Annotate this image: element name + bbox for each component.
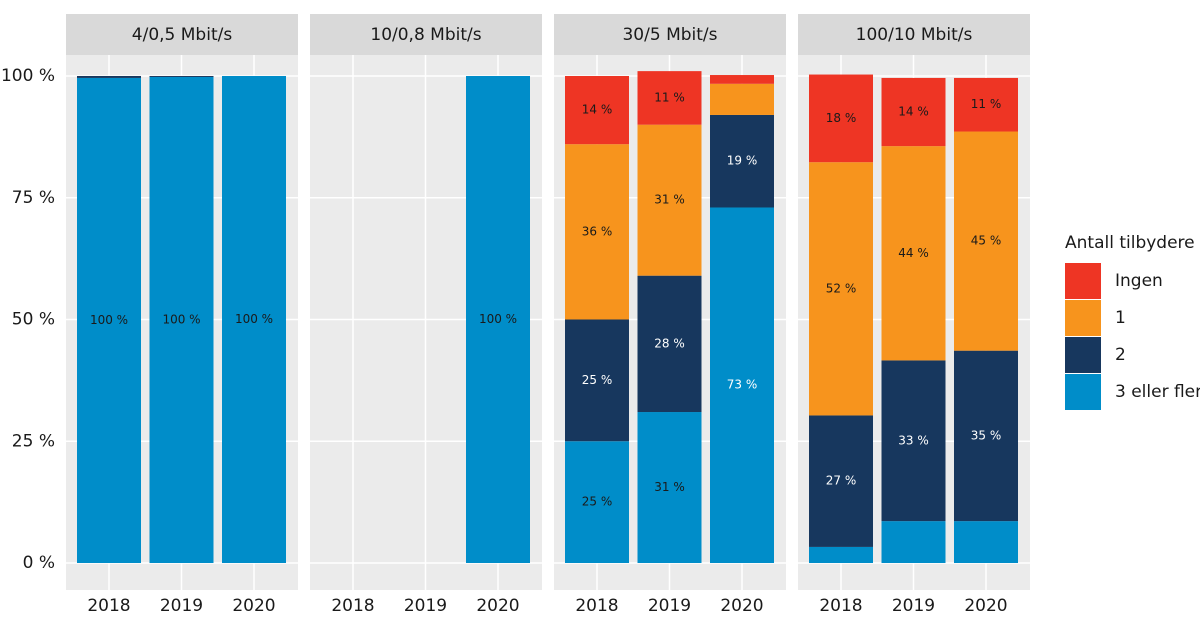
bar-segment: [954, 350, 1018, 522]
bar-segment: [809, 74, 873, 163]
x-tick-label: 2018: [575, 596, 618, 616]
bar-segment: [881, 521, 946, 563]
bar-segment: [809, 546, 873, 563]
bar-segment: [710, 114, 774, 208]
value-label: 100 %: [90, 313, 128, 327]
bar-segment: [881, 360, 946, 522]
value-label: 18 %: [826, 111, 857, 125]
value-label: 31 %: [654, 193, 685, 207]
bar-segment: [565, 144, 629, 320]
x-tick-label: 2019: [892, 596, 935, 616]
x-tick-label: 2018: [331, 596, 374, 616]
x-tick-label: 2020: [476, 596, 519, 616]
bar-segment: [77, 77, 141, 563]
x-tick-label: 2019: [404, 596, 447, 616]
y-tick-label: 0 %: [23, 553, 55, 573]
value-label: 25 %: [582, 373, 613, 387]
legend-label: Ingen: [1115, 271, 1163, 291]
bar-segment: [637, 124, 702, 276]
value-label: 35 %: [971, 428, 1002, 442]
bar-segment: [710, 83, 774, 115]
x-tick-label: 2019: [160, 596, 203, 616]
bar-segment: [637, 412, 702, 563]
bar-segment: [954, 131, 1018, 351]
x-tick-label: 2020: [720, 596, 763, 616]
bar-segment: [565, 76, 629, 145]
value-label: 11 %: [654, 90, 685, 104]
value-label: 44 %: [898, 246, 929, 260]
bar-segment: [466, 76, 530, 563]
y-tick-label: 25 %: [12, 431, 55, 451]
value-label: 27 %: [826, 474, 857, 488]
value-label: 25 %: [582, 495, 613, 509]
bar-segment: [710, 75, 774, 84]
value-label: 28 %: [654, 336, 685, 350]
legend-key: [1065, 300, 1101, 336]
bar-segment: [637, 71, 702, 125]
y-tick-label: 75 %: [12, 188, 55, 208]
y-tick-label: 50 %: [12, 310, 55, 330]
strip: [66, 14, 298, 55]
bar-segment: [637, 275, 702, 413]
x-tick-label: 2018: [819, 596, 862, 616]
facet-title: 10/0,8 Mbit/s: [370, 25, 481, 45]
y-tick-label: 100 %: [1, 66, 55, 86]
legend-label: 3 eller fler: [1115, 382, 1200, 402]
value-label: 14 %: [582, 103, 613, 117]
value-label: 36 %: [582, 224, 613, 238]
strip: [554, 14, 786, 55]
legend-title: Antall tilbydere: [1065, 233, 1195, 253]
value-label: 73 %: [727, 378, 758, 392]
legend-key: [1065, 263, 1101, 299]
x-tick-label: 2019: [648, 596, 691, 616]
facet-title: 30/5 Mbit/s: [622, 25, 717, 45]
bar-segment: [77, 76, 141, 78]
value-label: 100 %: [479, 312, 517, 326]
bar-segment: [710, 207, 774, 564]
value-label: 19 %: [727, 154, 758, 168]
bar-segment: [954, 77, 1018, 132]
x-tick-label: 2020: [964, 596, 1007, 616]
bar-segment: [565, 319, 629, 442]
value-label: 11 %: [971, 97, 1002, 111]
legend-label: 2: [1115, 345, 1126, 365]
strip: [798, 14, 1030, 55]
bar-segment: [881, 146, 946, 361]
x-tick-label: 2020: [232, 596, 275, 616]
value-label: 31 %: [654, 480, 685, 494]
legend-key: [1065, 374, 1101, 410]
bar-segment: [954, 521, 1018, 563]
facet-title: 100/10 Mbit/s: [856, 25, 973, 45]
value-label: 100 %: [235, 312, 273, 326]
bar-segment: [222, 76, 286, 563]
bar-segment: [881, 77, 946, 147]
x-tick-label: 2018: [87, 596, 130, 616]
value-label: 33 %: [898, 433, 929, 447]
bar-segment: [149, 76, 214, 563]
value-label: 45 %: [971, 234, 1002, 248]
bar-segment: [149, 76, 214, 77]
facet-title: 4/0,5 Mbit/s: [132, 25, 233, 45]
strip: [310, 14, 542, 55]
bar-segment: [809, 162, 873, 416]
value-label: 14 %: [898, 105, 929, 119]
bar-segment: [565, 441, 629, 563]
bar-segment: [809, 415, 873, 547]
value-label: 52 %: [826, 281, 857, 295]
legend-key: [1065, 337, 1101, 373]
value-label: 100 %: [162, 312, 200, 326]
legend-label: 1: [1115, 308, 1126, 328]
